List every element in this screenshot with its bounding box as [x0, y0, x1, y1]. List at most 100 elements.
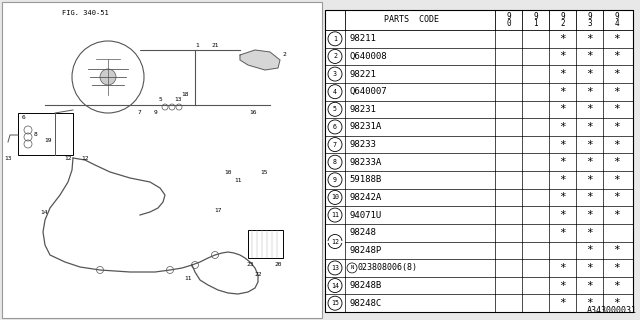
Text: *: *: [613, 34, 620, 44]
Bar: [248, 230, 283, 258]
Text: *: *: [613, 192, 620, 203]
Text: 11: 11: [234, 178, 242, 182]
Text: *: *: [559, 157, 566, 167]
Text: *: *: [559, 210, 566, 220]
Text: *: *: [559, 175, 566, 185]
Text: 9
0: 9 0: [506, 12, 511, 28]
Text: *: *: [586, 157, 593, 167]
Text: 12: 12: [81, 156, 89, 161]
Text: 59188B: 59188B: [349, 175, 381, 184]
Text: 8: 8: [33, 132, 37, 138]
Text: 98248: 98248: [349, 228, 376, 237]
Text: 22: 22: [254, 273, 262, 277]
Text: FIG. 340-51: FIG. 340-51: [62, 10, 109, 16]
Text: 1: 1: [333, 36, 337, 42]
Text: 18: 18: [181, 92, 189, 97]
Text: *: *: [559, 192, 566, 203]
Text: Q640008: Q640008: [349, 52, 387, 61]
Text: 5: 5: [158, 97, 162, 102]
Text: 12: 12: [331, 238, 339, 244]
Text: 15: 15: [331, 300, 339, 306]
Text: *: *: [613, 104, 620, 114]
Text: 8: 8: [333, 159, 337, 165]
Text: 13: 13: [331, 265, 339, 271]
Text: *: *: [559, 228, 566, 238]
Bar: [18, 113, 73, 155]
Text: *: *: [586, 87, 593, 97]
Text: 94071U: 94071U: [349, 211, 381, 220]
Text: N: N: [350, 265, 354, 270]
Text: 98248B: 98248B: [349, 281, 381, 290]
Text: *: *: [586, 140, 593, 149]
Text: *: *: [559, 263, 566, 273]
Text: 5: 5: [333, 106, 337, 112]
Text: 9
3: 9 3: [587, 12, 592, 28]
Text: *: *: [559, 52, 566, 61]
Text: PARTS  CODE: PARTS CODE: [385, 15, 440, 25]
Text: 98233A: 98233A: [349, 158, 381, 167]
Text: *: *: [586, 122, 593, 132]
Text: *: *: [586, 281, 593, 291]
Text: 2: 2: [333, 53, 337, 60]
Bar: [325, 10, 633, 312]
Text: 98242A: 98242A: [349, 193, 381, 202]
Text: *: *: [586, 210, 593, 220]
Text: 98233: 98233: [349, 140, 376, 149]
Text: 14: 14: [331, 283, 339, 289]
Text: *: *: [586, 34, 593, 44]
Text: A343000031: A343000031: [587, 306, 637, 315]
Text: *: *: [586, 175, 593, 185]
Text: 98231A: 98231A: [349, 123, 381, 132]
Text: 10: 10: [331, 195, 339, 200]
Text: *: *: [586, 263, 593, 273]
Text: 7: 7: [138, 110, 142, 115]
Text: 7: 7: [333, 141, 337, 148]
Text: 98248P: 98248P: [349, 246, 381, 255]
Text: 023808006(8): 023808006(8): [358, 263, 418, 272]
Text: 9
2: 9 2: [560, 12, 565, 28]
Bar: [2, 2, 322, 318]
Text: *: *: [559, 87, 566, 97]
Text: *: *: [586, 245, 593, 255]
Bar: [326, 224, 344, 259]
Text: 98248C: 98248C: [349, 299, 381, 308]
Text: 9
1: 9 1: [533, 12, 538, 28]
Text: *: *: [613, 263, 620, 273]
Text: 13: 13: [174, 97, 182, 102]
Text: *: *: [613, 87, 620, 97]
Text: 13: 13: [4, 156, 12, 161]
Text: *: *: [559, 122, 566, 132]
Text: 23: 23: [246, 262, 253, 268]
Text: *: *: [586, 192, 593, 203]
Text: Q640007: Q640007: [349, 87, 387, 96]
Text: 15: 15: [260, 170, 268, 174]
Text: *: *: [613, 175, 620, 185]
Text: *: *: [613, 281, 620, 291]
Text: 98231: 98231: [349, 105, 376, 114]
Text: 9
4: 9 4: [614, 12, 619, 28]
Text: 98211: 98211: [349, 34, 376, 43]
Text: 98221: 98221: [349, 69, 376, 79]
Text: 6: 6: [22, 115, 26, 120]
Text: 14: 14: [40, 210, 48, 214]
Text: *: *: [613, 210, 620, 220]
Text: 9: 9: [333, 177, 337, 183]
Text: 3: 3: [333, 71, 337, 77]
Text: *: *: [613, 140, 620, 149]
Text: *: *: [586, 104, 593, 114]
Text: 11: 11: [331, 212, 339, 218]
Text: *: *: [559, 298, 566, 308]
Text: *: *: [613, 52, 620, 61]
Text: *: *: [586, 69, 593, 79]
Text: *: *: [586, 52, 593, 61]
Polygon shape: [240, 50, 280, 70]
Text: 6: 6: [333, 124, 337, 130]
Text: 10: 10: [224, 170, 232, 174]
Circle shape: [100, 69, 116, 85]
Text: 12: 12: [64, 156, 72, 161]
Text: *: *: [613, 122, 620, 132]
Text: 9: 9: [153, 110, 157, 115]
Text: 21: 21: [211, 43, 219, 48]
Text: 20: 20: [275, 262, 282, 268]
Text: *: *: [559, 34, 566, 44]
